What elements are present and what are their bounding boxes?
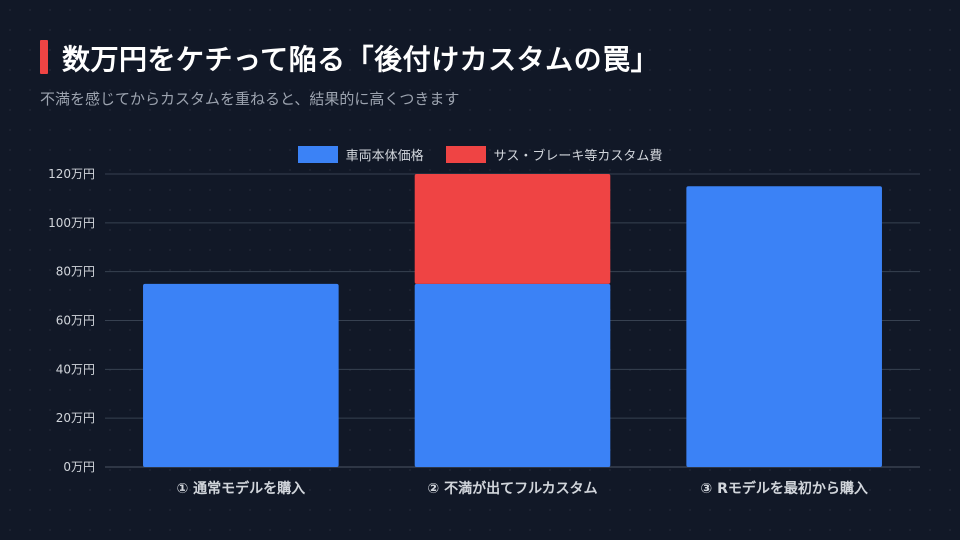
x-category-label: ② 不満が出てフルカスタム	[427, 480, 597, 497]
y-tick-label: 80万円	[56, 265, 95, 279]
title-accent-bar	[40, 40, 48, 74]
bar-base-price-1[interactable]	[143, 283, 339, 467]
y-tick-label: 20万円	[56, 411, 95, 425]
axis-labels: 0万円 20万円 40万円 60万円 80万円 100万円 120万円 ① 通常モデルを購入 ②…	[48, 167, 868, 497]
bar-base-price-3[interactable]	[686, 186, 882, 468]
bar-base-price-2[interactable]	[414, 283, 611, 467]
page-title: 数万円をケチって陥る「後付けカスタムの罠」	[62, 43, 660, 76]
y-tick-label: 60万円	[56, 314, 95, 328]
legend-item-base-price[interactable]: 車両本体価格	[297, 145, 424, 164]
x-category-label: ③ Rモデルを最初から購入	[700, 480, 868, 497]
bars	[143, 174, 882, 468]
chart-legend: 車両本体価格 サス・ブレーキ等カスタム費	[0, 145, 960, 164]
y-tick-label: 120万円	[48, 167, 95, 181]
legend-label-base-price: 車両本体価格	[345, 149, 424, 164]
y-tick-label: 100万円	[48, 216, 95, 230]
page-subtitle: 不満を感じてからカスタムを重ねると、結果的に高くつきます	[40, 90, 460, 108]
y-tick-label: 0万円	[63, 460, 95, 474]
y-tick-label: 40万円	[56, 362, 95, 376]
legend-label-custom-cost: サス・ブレーキ等カスタム費	[493, 149, 663, 164]
legend-swatch-base-price	[297, 146, 338, 163]
bar-custom-cost-2[interactable]	[414, 174, 611, 284]
legend-item-custom-cost[interactable]: サス・ブレーキ等カスタム費	[445, 145, 663, 164]
x-category-label: ① 通常モデルを購入	[176, 480, 305, 497]
legend-swatch-custom-cost	[445, 146, 486, 163]
